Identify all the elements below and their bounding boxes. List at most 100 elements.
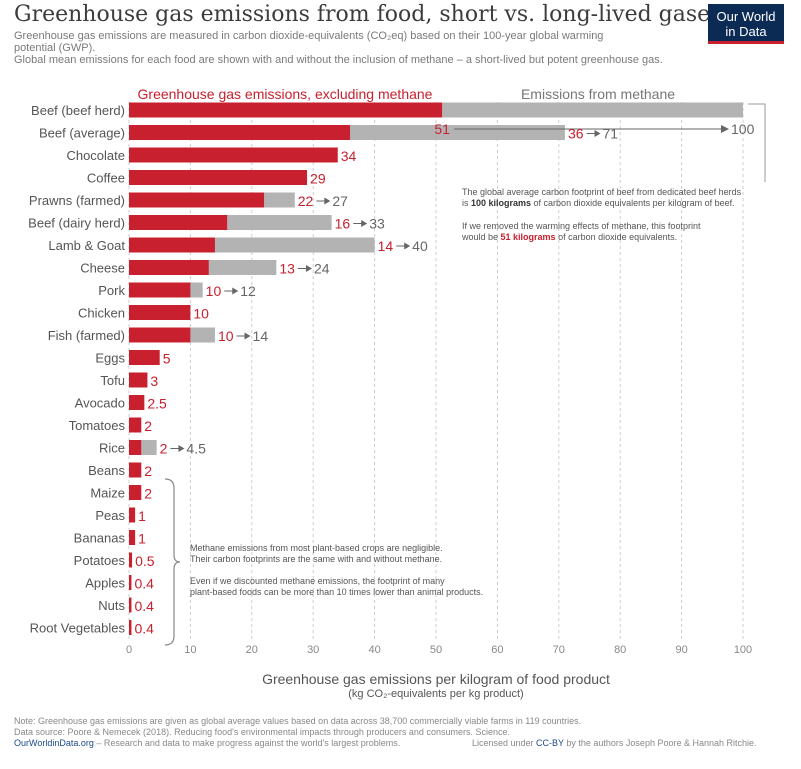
bar-methane (214, 237, 375, 253)
value-label-total: 40 (412, 238, 428, 254)
bar-excl-methane (129, 372, 148, 388)
bars (129, 102, 743, 635)
bar-excl-methane (129, 440, 142, 455)
value-label-total: 12 (240, 283, 256, 299)
annotation-line: If we removed the warming effects of met… (462, 221, 701, 231)
value-label-excl: 2.5 (147, 396, 167, 412)
bar-excl-methane (129, 507, 136, 523)
value-arrowhead (404, 242, 411, 250)
value-arrowhead (178, 445, 185, 452)
x-tick-label: 10 (184, 644, 196, 656)
category-label: Potatoes (74, 553, 126, 568)
bar-excl-methane (129, 395, 145, 410)
legend-excl-methane: Greenhouse gas emissions, excluding meth… (138, 86, 433, 102)
logo-text: Our World (716, 9, 776, 24)
value-label-excl: 10 (193, 306, 209, 322)
subtitle-line: Global mean emissions for each food are … (14, 54, 663, 66)
annotation-line: Methane emissions from most plant-based … (190, 543, 443, 553)
value-label-excl: 16 (335, 216, 351, 232)
value-label-excl: 0.4 (134, 598, 154, 614)
category-label: Tofu (100, 373, 125, 388)
category-label: Eggs (95, 351, 125, 366)
bar-excl-methane (129, 620, 132, 635)
license: Licensed under CC-BY by the authors Jose… (472, 738, 757, 749)
legend-methane: Emissions from methane (521, 86, 675, 102)
annotation-text: of carbon dioxide equivalents per kilogr… (531, 198, 735, 208)
x-tick-label: 70 (553, 644, 565, 656)
bar-excl-methane (129, 462, 142, 478)
category-label: Chicken (78, 306, 125, 321)
bar-excl-methane (129, 575, 132, 590)
value-label-excl: 1 (138, 508, 146, 524)
license-text: Licensed under (472, 738, 537, 748)
category-labels: Beef (beef herd) Beef (average) Chocolate C… (28, 103, 125, 636)
value-label-excl: 2 (144, 486, 152, 502)
logo-text: in Data (725, 24, 767, 39)
bar-methane (190, 327, 215, 343)
value-label-excl: 0.4 (134, 576, 154, 592)
x-axis-sublabel: (kg CO₂-equivalents per kg product) (348, 688, 523, 700)
value-label-total: 100 (731, 121, 755, 137)
bar-excl-methane (129, 215, 228, 230)
category-label: Nuts (98, 598, 125, 613)
category-label: Beans (88, 463, 125, 478)
value-label-excl: 36 (568, 126, 584, 142)
bar-methane (350, 125, 565, 140)
bar-excl-methane (129, 192, 265, 208)
bar-excl-methane (129, 417, 142, 433)
value-label-excl: 29 (310, 171, 326, 187)
category-label: Fish (farmed) (48, 328, 125, 343)
license-link[interactable]: CC-BY (536, 738, 564, 748)
value-arrowhead (594, 130, 601, 137)
value-label-total: 27 (332, 193, 348, 209)
annotation-bold: 51 kilograms (501, 232, 556, 242)
owid-logo[interactable]: Our World in Data (708, 4, 784, 44)
category-label: Prawns (farmed) (29, 193, 125, 208)
value-label-excl: 0.4 (134, 621, 154, 637)
footer-note: Note: Greenhouse gas emissions are given… (14, 716, 582, 726)
bar-excl-methane (129, 530, 136, 545)
license-text: by the authors Joseph Poore & Hannah Rit… (563, 738, 757, 748)
category-label: Apples (85, 576, 125, 591)
x-tick-label: 50 (430, 644, 442, 656)
annotation-text: would be (461, 232, 501, 242)
x-tick-label: 30 (307, 644, 319, 656)
bar-excl-methane (129, 170, 308, 185)
value-label-excl: 10 (206, 283, 222, 299)
bar-methane (442, 102, 743, 118)
x-tick-label: 100 (734, 644, 752, 656)
bar-excl-methane (129, 237, 215, 253)
bar-excl-methane (129, 485, 142, 500)
value-label-excl: 22 (298, 193, 314, 209)
category-label: Lamb & Goat (48, 238, 125, 253)
value-arrowhead (305, 265, 312, 272)
category-label: Tomatoes (69, 418, 126, 433)
plant-annotation: Methane emissions from most plant-based … (190, 543, 483, 597)
x-tick-label: 90 (675, 644, 687, 656)
x-tick-labels: 0 10 20 30 40 50 60 70 80 90 100 (126, 644, 752, 656)
x-tick-label: 60 (491, 644, 503, 656)
value-label-excl: 5 (163, 351, 171, 367)
plant-bracket (164, 478, 181, 646)
value-label-total: 33 (369, 216, 385, 232)
bar-methane (208, 260, 277, 275)
value-label-total: 24 (314, 261, 330, 277)
value-label-excl: 1 (138, 531, 146, 547)
chart-subtitle: Greenhouse gas emissions are measured in… (14, 30, 704, 66)
value-arrowhead (244, 332, 251, 340)
value-label-total: 4.5 (186, 441, 206, 457)
value-label-excl: 2 (144, 463, 152, 479)
category-label: Avocado (75, 396, 125, 411)
category-label: Peas (95, 508, 125, 523)
x-tick-label: 40 (368, 644, 380, 656)
site-link[interactable]: OurWorldinData.org (14, 738, 94, 748)
value-label-excl: 3 (150, 373, 158, 389)
category-label: Beef (beef herd) (31, 103, 125, 118)
category-label: Coffee (87, 171, 125, 186)
value-label-total: 71 (603, 126, 619, 142)
value-arrowhead (232, 287, 239, 295)
annotation-bold: 100 kilograms (471, 198, 531, 208)
category-label: Maize (90, 486, 125, 501)
value-label-excl: 2 (144, 418, 152, 434)
